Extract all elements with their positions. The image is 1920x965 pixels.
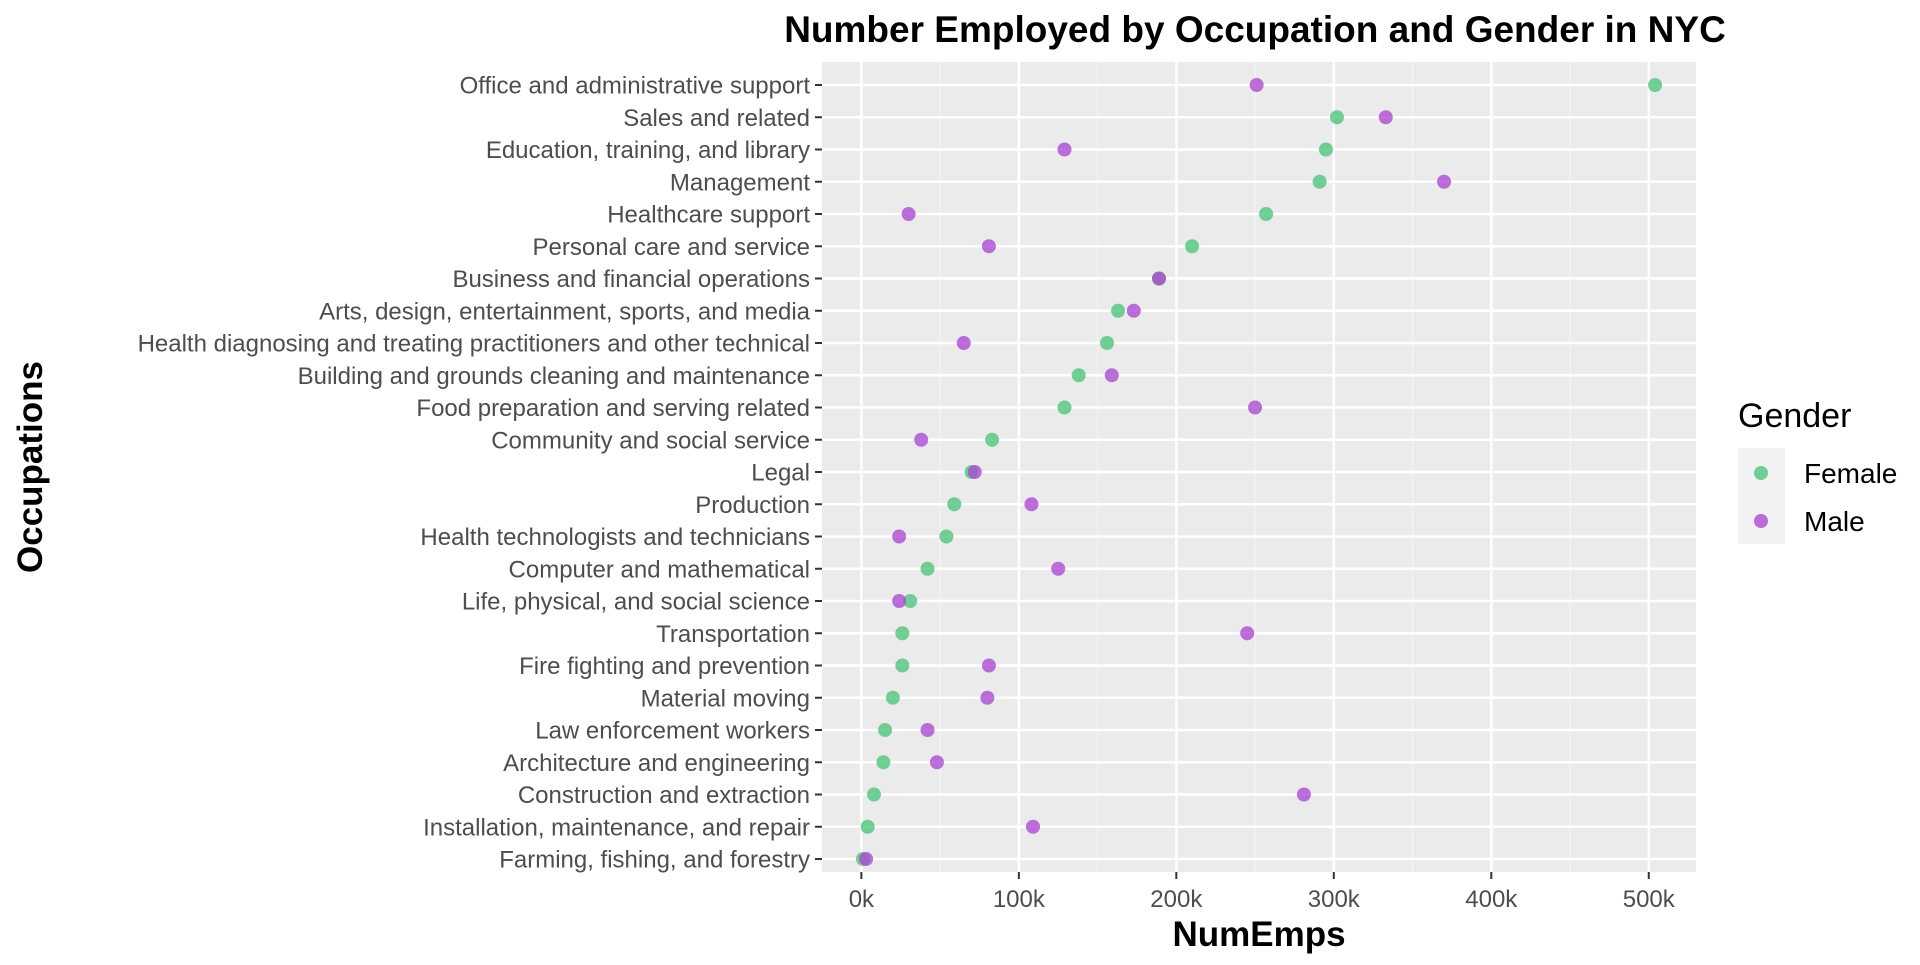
x-tick-label: 0k [849,886,875,913]
x-tick-label: 400k [1465,886,1518,913]
point-female [895,626,910,641]
point-male [1126,303,1141,318]
point-female [895,658,910,673]
point-male [1248,400,1263,415]
point-male [1024,497,1039,512]
y-tick-label: Management [670,169,810,196]
y-axis: Office and administrative support Sales a… [138,73,822,874]
y-tick-label: Transportation [656,621,810,648]
point-female [885,690,900,705]
point-female [947,497,962,512]
y-tick-label: Food preparation and serving related [416,395,810,422]
y-tick-label: Personal care and service [533,234,810,261]
point-male [967,465,982,479]
legend-title: Gender [1738,397,1851,435]
point-male [1051,561,1066,576]
legend: Gender Female Male [1738,397,1897,544]
point-male [1296,787,1311,802]
point-female [1648,78,1663,92]
y-axis-title: Occupations [11,361,50,573]
point-female [860,819,875,834]
point-female [877,723,892,737]
point-female [1318,142,1333,157]
point-female [1329,110,1344,125]
point-female [1111,303,1126,318]
y-tick-label: Fire fighting and prevention [519,653,810,680]
point-female [939,529,954,544]
y-tick-label: Computer and mathematical [509,556,810,583]
point-female [1259,207,1274,221]
y-tick-label: Construction and extraction [518,782,810,809]
x-tick-label: 300k [1308,886,1361,913]
y-tick-label: Education, training, and library [486,137,810,164]
point-female [1071,368,1086,383]
y-tick-label: Architecture and engineering [503,750,810,777]
point-male [981,658,996,673]
x-tick-label: 200k [1150,886,1203,913]
plot-panel [822,62,1696,872]
grid-minor [939,62,1571,872]
y-tick-label: Community and social service [491,427,810,454]
chart-title: Number Employed by Occupation and Gender… [784,9,1726,50]
point-male [914,432,929,447]
point-male [980,690,995,705]
point-male [1026,819,1041,834]
point-female [1100,336,1115,350]
point-male [929,755,944,770]
y-tick-label: Arts, design, entertainment, sports, and… [319,298,811,325]
point-female [903,594,918,608]
y-tick-label: Health technologists and technicians [420,524,810,551]
y-tick-label: Office and administrative support [460,73,811,100]
point-male [901,207,916,221]
point-female [1185,239,1200,254]
point-female [985,432,1000,447]
point-female [876,755,891,770]
point-female [1057,400,1072,415]
point-male [1152,271,1167,286]
y-tick-label: Building and grounds cleaning and mainte… [298,363,810,390]
legend-key-female [1754,466,1768,480]
point-male [956,336,971,350]
legend-key-male [1754,514,1768,528]
point-female [866,787,881,802]
y-tick-label: Production [695,492,810,519]
y-tick-label: Business and financial operations [452,266,810,293]
y-tick-label: Farming, fishing, and forestry [499,847,810,874]
point-female [920,561,935,576]
point-male [1378,110,1393,125]
x-tick-label: 500k [1623,886,1676,913]
point-male [859,852,874,866]
y-tick-label: Law enforcement workers [535,718,810,745]
x-axis-title: NumEmps [1172,915,1345,954]
point-male [1437,174,1452,189]
point-male [1240,626,1255,641]
y-tick-label: Material moving [641,685,810,712]
point-male [1249,78,1264,92]
data-points [855,78,1663,866]
legend-key-background [1738,448,1785,544]
legend-label-male: Male [1804,506,1865,537]
y-tick-label: Life, physical, and social science [462,589,810,616]
y-tick-label: Installation, maintenance, and repair [423,814,810,841]
y-tick-label: Health diagnosing and treating practitio… [138,331,810,358]
point-male [981,239,996,254]
grid-major [822,62,1696,872]
point-male [1104,368,1119,383]
point-female [1312,174,1327,189]
legend-label-female: Female [1804,458,1897,489]
point-male [920,723,935,737]
x-tick-label: 100k [993,886,1046,913]
point-male [1057,142,1072,157]
y-tick-label: Legal [751,460,810,487]
point-male [892,529,907,544]
x-axis: 0k 100k 200k 300k 400k 500k [849,872,1676,913]
y-tick-label: Sales and related [623,105,810,132]
point-male [892,594,907,608]
y-tick-label: Healthcare support [607,202,810,229]
